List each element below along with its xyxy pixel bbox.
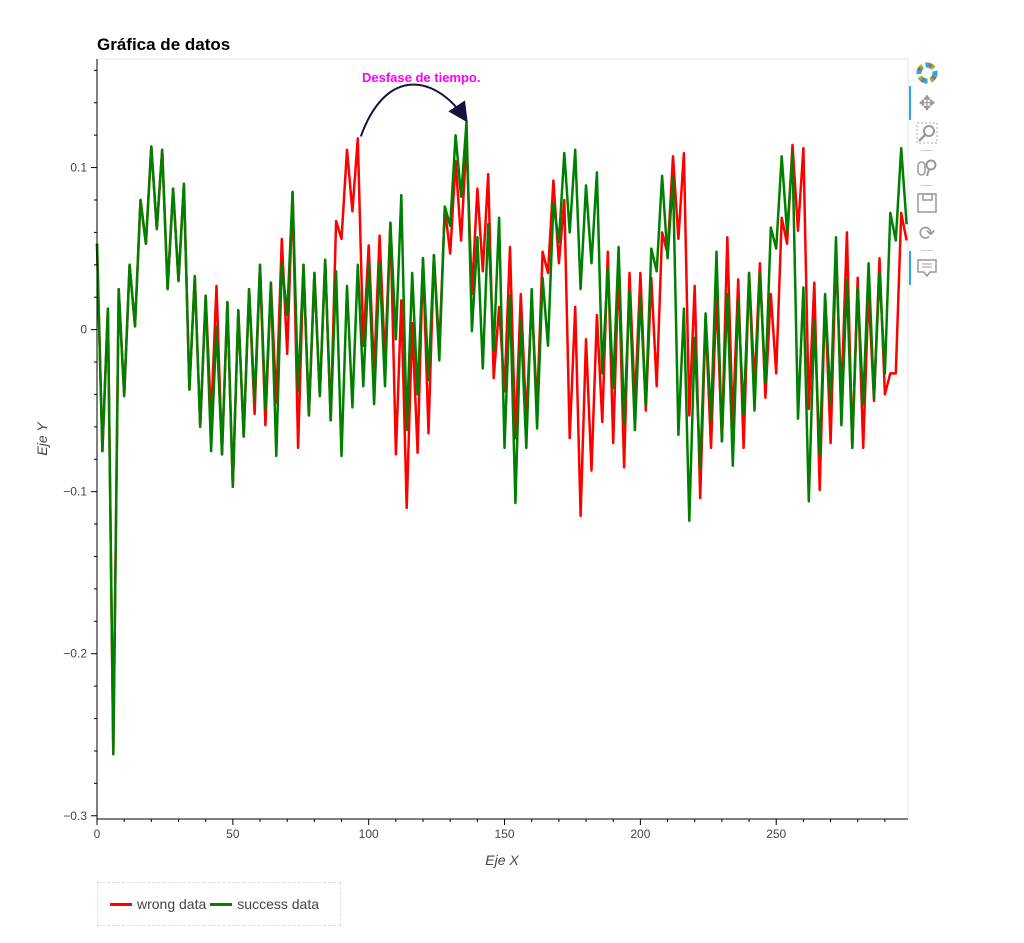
box-zoom-tool-icon[interactable]	[914, 120, 940, 146]
series-line-success-data	[95, 120, 908, 756]
legend-swatch-red	[110, 902, 132, 906]
chart-title: Gráfica de datos	[97, 35, 230, 54]
series-layer	[95, 120, 908, 756]
legend: wrong data success data	[97, 882, 341, 926]
x-tick-label: 250	[766, 827, 786, 841]
series-line-wrong-data	[95, 137, 908, 756]
legend-label: success data	[237, 896, 319, 912]
toolbar-separator	[921, 150, 933, 151]
y-tick-label: 0.1	[70, 161, 87, 175]
plot-frame	[96, 58, 909, 820]
legend-item-wrong-data[interactable]: wrong data	[110, 896, 206, 912]
y-tick-label: 0	[80, 323, 87, 337]
axes: 0 50 100 150 200 250 −0.3 −0.2 −0.1 0 0.1	[63, 59, 908, 841]
x-tick-label: 100	[359, 827, 379, 841]
y-tick-label: −0.3	[63, 809, 87, 823]
bokeh-logo-icon[interactable]	[914, 60, 940, 86]
toolbar-separator	[921, 185, 933, 186]
wheel-zoom-tool-icon[interactable]	[914, 155, 940, 181]
pan-tool-icon[interactable]: ✥	[909, 86, 940, 120]
legend-label: wrong data	[137, 896, 207, 912]
legend-swatch-green	[210, 902, 233, 906]
toolbar: ✥ ⟳	[909, 56, 943, 285]
y-tick-label: −0.1	[63, 485, 87, 499]
legend-item-success-data[interactable]: success data	[210, 896, 319, 912]
annotation-arrow	[359, 83, 468, 137]
hover-tool-icon[interactable]	[909, 251, 940, 285]
save-tool-icon[interactable]	[914, 190, 940, 216]
y-axis-label: Eje Y	[34, 421, 50, 456]
x-tick-label: 200	[630, 827, 650, 841]
reset-tool-icon[interactable]: ⟳	[918, 222, 936, 245]
annotation-text: Desfase de tiempo.	[362, 70, 481, 85]
toolbar-separator	[921, 250, 933, 251]
x-tick-label: 0	[94, 827, 101, 841]
y-tick-label: −0.2	[63, 647, 87, 661]
x-tick-label: 50	[226, 827, 240, 841]
x-tick-label: 150	[495, 827, 515, 841]
x-axis-label: Eje X	[485, 852, 519, 868]
